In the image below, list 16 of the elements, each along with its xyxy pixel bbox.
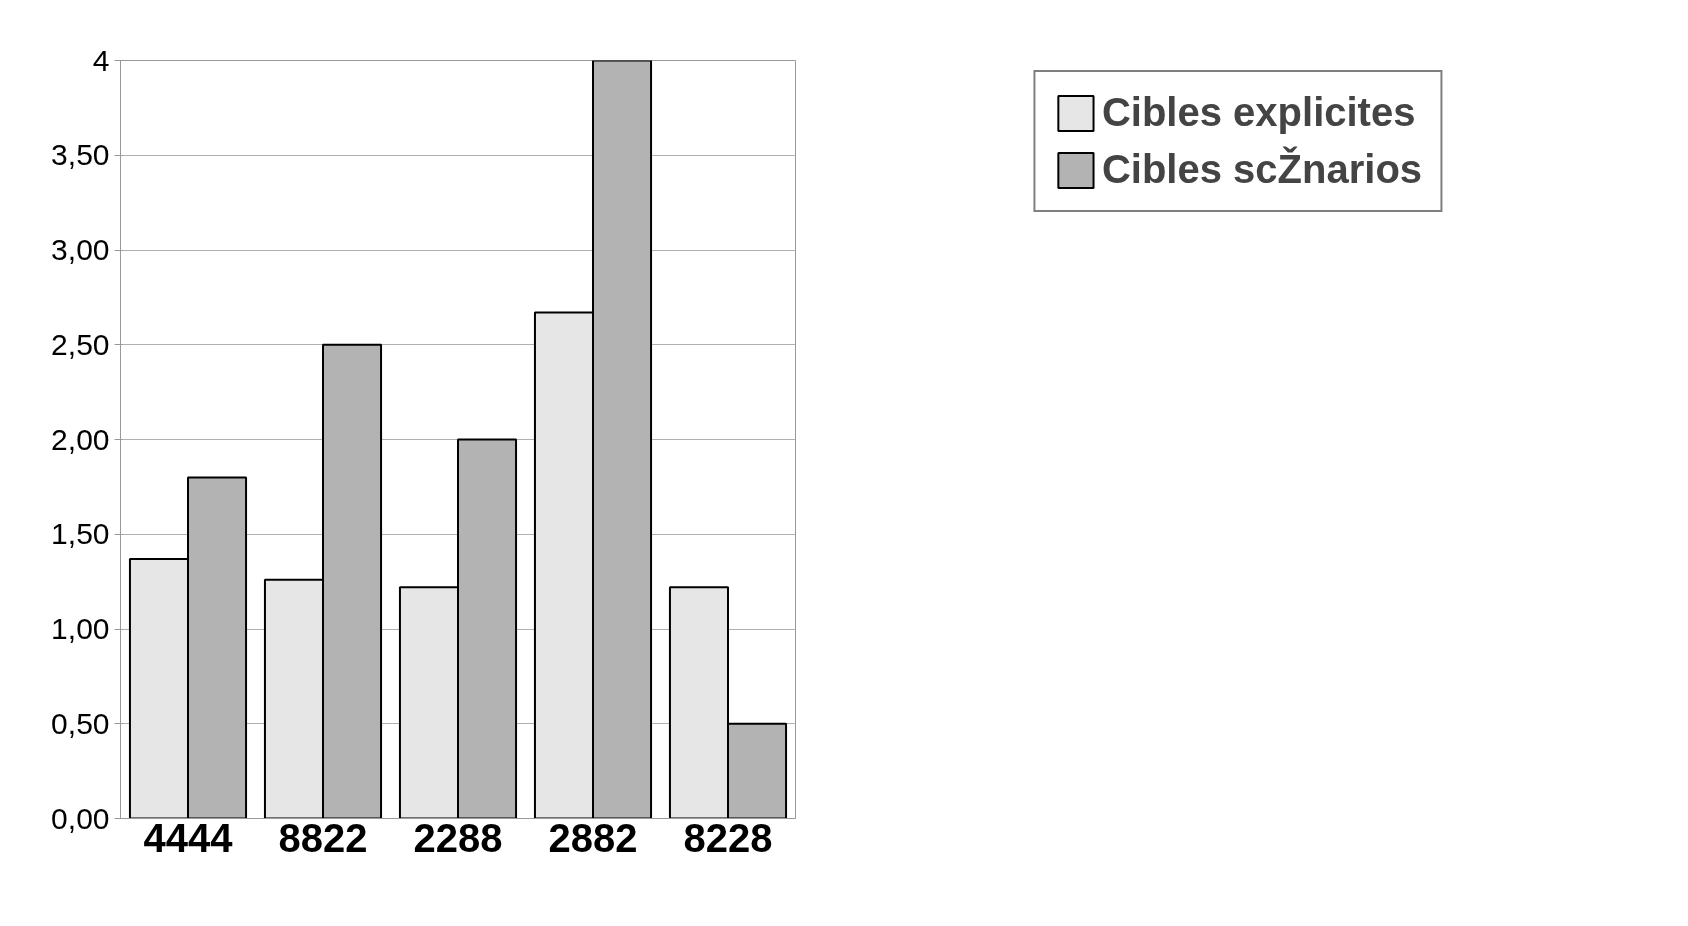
y-tick-label: 0,50 xyxy=(51,706,110,740)
x-tick-label: 8228 xyxy=(683,815,773,860)
legend-label: Cibles explicites xyxy=(1101,90,1416,135)
y-tick-label: 3,50 xyxy=(51,138,110,172)
y-tick-label: 4 xyxy=(92,43,110,77)
x-tick-label: 8822 xyxy=(278,815,368,860)
y-tick-label: 2,00 xyxy=(51,422,110,456)
y-tick-label: 2,50 xyxy=(51,327,110,361)
y-tick-label: 1,00 xyxy=(51,612,110,645)
y-tick-label: 3,00 xyxy=(51,233,110,266)
x-tick-label: 2882 xyxy=(548,815,638,860)
y-tick-label: 0,00 xyxy=(51,801,110,835)
x-tick-label: 2288 xyxy=(413,815,503,860)
legend-label: Cibles scŽnarios xyxy=(1101,147,1423,192)
y-tick-label: 1,50 xyxy=(51,517,110,551)
x-tick-label: 4444 xyxy=(143,815,234,860)
